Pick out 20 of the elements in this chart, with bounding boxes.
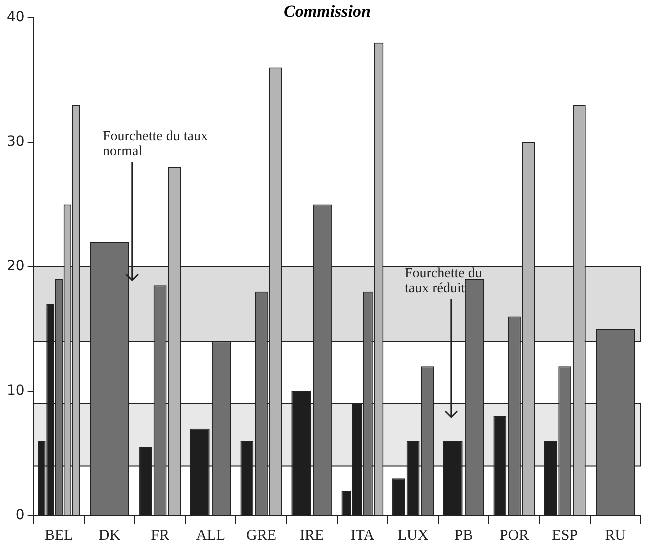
x-tick-label: DK xyxy=(98,528,121,544)
x-tick-label: RU xyxy=(605,528,626,544)
y-tick-label: 10 xyxy=(6,383,25,400)
x-tick-label: IRE xyxy=(300,528,324,544)
y-tick-label: 30 xyxy=(6,134,25,150)
y-tick-label: 40 xyxy=(6,10,25,26)
x-tick-label: ITA xyxy=(350,528,375,544)
x-tick-label: FR xyxy=(151,528,170,544)
x-tick-label: PB xyxy=(454,528,474,544)
y-tick-label: 0 xyxy=(16,508,25,524)
x-tick-label: GRE xyxy=(246,528,277,544)
x-tick-label: BEL xyxy=(44,528,74,544)
band-label: Fourchette du taux réduit xyxy=(405,266,482,297)
y-tick-label: 20 xyxy=(6,258,25,275)
x-tick-label: POR xyxy=(500,528,530,544)
x-tick-label: ESP xyxy=(552,528,578,544)
x-tick-label: LUX xyxy=(398,528,429,544)
x-tick-label: ALL xyxy=(196,528,226,544)
band-label: Fourchette du taux normal xyxy=(103,130,208,160)
chart-title: Commission xyxy=(284,2,371,21)
